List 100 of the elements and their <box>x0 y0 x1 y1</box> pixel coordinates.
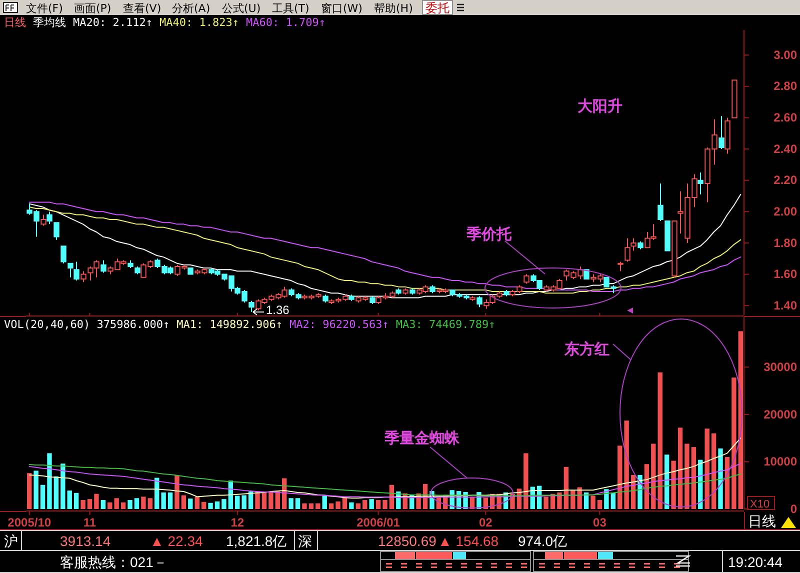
chart-title: 日线 <box>4 16 26 29</box>
candlestick <box>80 270 86 283</box>
bar <box>590 496 596 509</box>
bar <box>524 453 528 509</box>
candlestick <box>40 214 46 226</box>
bar <box>349 502 354 509</box>
bar <box>128 500 132 509</box>
annotation: 大阳升 <box>578 97 622 115</box>
bar <box>557 492 562 509</box>
bar <box>597 500 602 509</box>
bar <box>194 496 200 509</box>
bar <box>34 470 38 509</box>
bar <box>188 498 193 509</box>
text: 委托 <box>426 1 450 15</box>
y-tick-label: 30000 <box>764 360 798 374</box>
bar <box>235 496 240 509</box>
bar <box>376 500 381 509</box>
bar <box>174 475 180 509</box>
text: 974.0亿 <box>518 533 568 549</box>
candlestick <box>430 284 436 294</box>
bar <box>732 378 736 509</box>
candlestick <box>476 296 482 308</box>
bar <box>570 490 576 509</box>
candlestick <box>54 222 60 240</box>
text: 客服热线：021－ <box>60 554 168 570</box>
candlestick <box>134 266 140 275</box>
bar <box>382 500 388 509</box>
bar <box>651 444 656 509</box>
text: 画面(P) <box>74 2 112 15</box>
bar <box>275 492 280 509</box>
text: 公式(U) <box>222 2 261 15</box>
bar <box>336 501 340 509</box>
bar <box>47 453 52 509</box>
candlestick <box>46 211 52 225</box>
candlestick <box>248 300 254 312</box>
candlestick <box>638 240 644 250</box>
candlestick <box>410 288 416 296</box>
bar <box>27 473 32 509</box>
candlestick <box>672 220 678 278</box>
x-tick-label: 11 <box>83 516 96 530</box>
text: 文件(F) <box>26 2 63 15</box>
bar <box>67 490 72 509</box>
bar <box>684 444 690 509</box>
candlestick <box>128 260 134 269</box>
candlestick <box>524 274 530 284</box>
candlestick <box>624 238 630 262</box>
bar <box>40 484 46 509</box>
bar <box>54 476 59 509</box>
bar <box>114 498 119 509</box>
bar <box>288 498 294 509</box>
text: 查看(V) <box>123 2 162 15</box>
candlestick <box>396 288 402 296</box>
bar <box>316 503 320 509</box>
bar <box>161 492 166 509</box>
y-tick-label: 3.00 <box>774 48 798 62</box>
candlestick <box>370 296 376 305</box>
x-tick-label: 12 <box>230 516 244 530</box>
y-axis-title: X10 <box>750 498 770 510</box>
text: MA1: 149892.906↑ <box>176 318 283 331</box>
candlestick <box>664 220 670 252</box>
bar <box>242 495 246 509</box>
bar <box>60 464 66 509</box>
bar <box>80 500 86 509</box>
bar <box>369 499 374 509</box>
text: MA3: 74469.789↑ <box>396 318 496 331</box>
candlestick <box>322 294 328 303</box>
bar <box>148 498 152 509</box>
text: 日线 <box>748 513 776 529</box>
bar <box>222 499 226 509</box>
candlestick <box>188 268 194 275</box>
text: MA2: 96220.563↑ <box>290 318 389 331</box>
bar <box>356 503 361 509</box>
bar <box>691 447 696 509</box>
annotation: 1.36 <box>266 303 290 317</box>
bar <box>718 448 723 509</box>
bar <box>87 499 92 509</box>
bar <box>108 502 112 509</box>
bar <box>584 492 589 509</box>
bar <box>134 498 140 509</box>
candlestick <box>718 116 724 150</box>
candlestick <box>402 288 408 296</box>
y-tick-label: 1.80 <box>774 236 798 250</box>
text: ▲ 154.68 <box>438 533 499 549</box>
bar <box>255 492 260 509</box>
text: 3913.14 <box>60 533 111 549</box>
bar <box>248 492 254 509</box>
x-tick-label: 02 <box>478 516 493 530</box>
y-tick-label: 20000 <box>764 407 798 422</box>
bar <box>711 433 716 509</box>
x-tick-label: 03 <box>593 516 607 530</box>
text: 分析(A) <box>172 2 210 15</box>
bar <box>544 496 548 509</box>
text: MA40: 1.823↑ <box>159 16 239 29</box>
bar <box>168 492 173 509</box>
text: ▲ 22.34 <box>150 533 203 549</box>
candlestick <box>724 117 730 154</box>
bar <box>141 496 146 509</box>
annotation: 东方红 <box>564 340 610 358</box>
bar <box>610 492 616 509</box>
bar <box>181 495 186 509</box>
